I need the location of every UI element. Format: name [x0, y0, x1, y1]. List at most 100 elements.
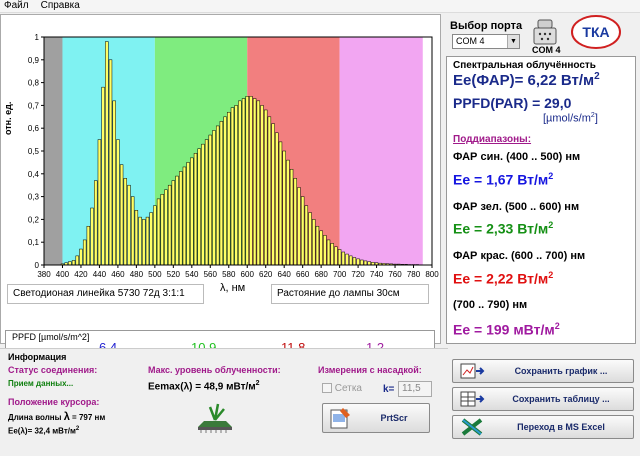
x-tick-label-1: 400 [56, 270, 70, 279]
spectrum-chart[interactable]: 0 0,1 0,2 0,3 0,4 0,5 0,6 0,7 0,8 0,9 1 380 400 420 44… [1, 15, 442, 305]
bar-28 [164, 189, 168, 266]
chart-export-icon [460, 363, 485, 379]
y-tick-label-7: 0,7 [28, 101, 40, 110]
k-label: k= [383, 384, 395, 395]
bar-78 [349, 255, 353, 266]
spectral-box: Спектральная облучённость Ee(ФАР)= 6,22 … [446, 56, 636, 344]
save-chart-button[interactable]: Сохранить график ... [452, 359, 634, 383]
bar-54 [260, 105, 264, 266]
x-tick-label-13: 640 [278, 270, 292, 279]
sub-green-label: ФАР зел. (500 .. 600) нм [453, 201, 580, 213]
bar-72 [326, 239, 331, 266]
bar-39 [204, 139, 209, 266]
bar-33 [182, 166, 187, 266]
bar-10 [97, 139, 102, 266]
prtscr-button[interactable]: PrtScr [322, 403, 430, 433]
bar-43 [219, 121, 224, 266]
sub-blue-value: Ee = 1,67 Вт/м2 [453, 171, 554, 188]
max-value: Eemax(λ) = 48,9 мВт/м2 [148, 380, 260, 393]
grid-checkbox[interactable] [322, 383, 332, 394]
menu-help[interactable]: Справка [40, 0, 80, 11]
bar-42 [215, 125, 220, 266]
x-tick-label-19: 760 [388, 270, 402, 279]
subranges-title: Поддиапазоны: [453, 134, 532, 145]
x-tick-label-5: 480 [130, 270, 144, 279]
x-tick-label-12: 620 [259, 270, 273, 279]
x-tick-label-8: 540 [185, 270, 199, 279]
bar-76 [341, 251, 346, 266]
bar-36 [193, 153, 198, 266]
x-tick-label-3: 440 [93, 270, 107, 279]
bar-29 [167, 184, 172, 266]
bar-40 [208, 134, 212, 266]
menu-file[interactable]: Файл [4, 0, 29, 11]
x-tick-label-15: 680 [314, 270, 328, 279]
wavelength-value: = 797 нм [72, 413, 106, 422]
sub-farred-label: (700 .. 790) нм [453, 299, 528, 311]
bar-57 [271, 123, 275, 266]
sub-red-label: ФАР крас. (600 .. 700) нм [453, 250, 586, 262]
device-info-box: Светодионая линейка 5730 72д 3:1:1 [7, 284, 204, 304]
x-tick-label-14: 660 [296, 270, 310, 279]
y-tick-label-2: 0,2 [28, 215, 40, 224]
bar-41 [212, 130, 216, 266]
chevron-down-icon[interactable]: ▼ [507, 35, 519, 48]
x-tick-label-9: 560 [204, 270, 218, 279]
x-tick-label-6: 500 [148, 270, 162, 279]
bar-15 [116, 139, 120, 266]
sub-green-value: Ee = 2,33 Вт/м2 [453, 220, 554, 237]
bar-62 [289, 168, 294, 266]
bar-19 [130, 196, 135, 266]
grid-checkbox-row[interactable]: Сетка [322, 383, 362, 394]
bar-24 [149, 212, 153, 266]
x-tick-label-18: 740 [370, 270, 384, 279]
bar-50 [245, 96, 249, 266]
port-select-value: COM 4 [456, 36, 485, 46]
x-tick-label-7: 520 [167, 270, 181, 279]
chart-panel[interactable]: отн. ед. 0 0,1 0,2 0,3 0,4 0,5 0,6 0,7 0,8 0,9 1 38… [0, 14, 442, 356]
bar-67 [308, 212, 312, 266]
distance-info-box: Растояние до лампы 30см [271, 284, 429, 304]
port-select[interactable]: COM 4 ▼ [452, 34, 520, 49]
table-export-icon [460, 391, 485, 407]
bar-22 [142, 219, 146, 266]
bar-44 [223, 116, 227, 266]
ppfd-par-unit: [µmol/s/m2] [543, 112, 598, 125]
sub-blue-label: ФАР син. (400 .. 500) нм [453, 151, 581, 163]
attachment-label: Измерения с насадкой: [318, 365, 422, 375]
y-tick-label-10: 1 [35, 33, 40, 42]
k-input[interactable]: 11,5 [398, 381, 432, 397]
bar-65 [300, 196, 305, 266]
max-label: Макс. уровень облученности: [148, 365, 281, 375]
bar-70 [319, 230, 323, 266]
bar-56 [267, 116, 272, 266]
excel-button[interactable]: Переход в MS Excel [452, 415, 634, 439]
bar-12 [105, 41, 109, 266]
x-tick-label-21: 800 [425, 270, 439, 279]
bar-8 [90, 207, 94, 266]
y-tick-label-0: 0 [35, 261, 40, 270]
y-tick-label-1: 0,1 [28, 238, 40, 247]
sub-farred-value: Ee = 199 мВт/м2 [453, 321, 560, 338]
bar-61 [286, 159, 290, 266]
bar-32 [179, 171, 183, 266]
wavelength-prefix: Длина волны [8, 413, 62, 422]
bar-69 [315, 225, 320, 266]
max-value-text: Eemax(λ) = 48,9 мВт/м [148, 381, 256, 393]
info-title: Информация [8, 352, 67, 362]
bar-3 [71, 260, 76, 266]
bar-66 [304, 205, 309, 266]
y-tick-label-9: 0,9 [28, 56, 40, 65]
save-chart-label: Сохранить график ... [514, 366, 608, 376]
bar-30 [171, 180, 176, 266]
sensor-chip-icon [198, 403, 232, 433]
ee-cursor-text: Ee(λ)= 32,4 мВт/м [8, 426, 76, 436]
port-label: Выбор порта [450, 20, 523, 32]
bar-71 [323, 235, 327, 266]
bar-23 [145, 216, 150, 266]
y-tick-label-6: 0,6 [28, 124, 40, 133]
bar-25 [153, 205, 157, 266]
ee-par: Ee(ФАР)= 6,22 Вт/м2 [453, 71, 600, 89]
bar-52 [252, 98, 257, 266]
save-table-button[interactable]: Сохранить таблицу ... [452, 387, 634, 411]
